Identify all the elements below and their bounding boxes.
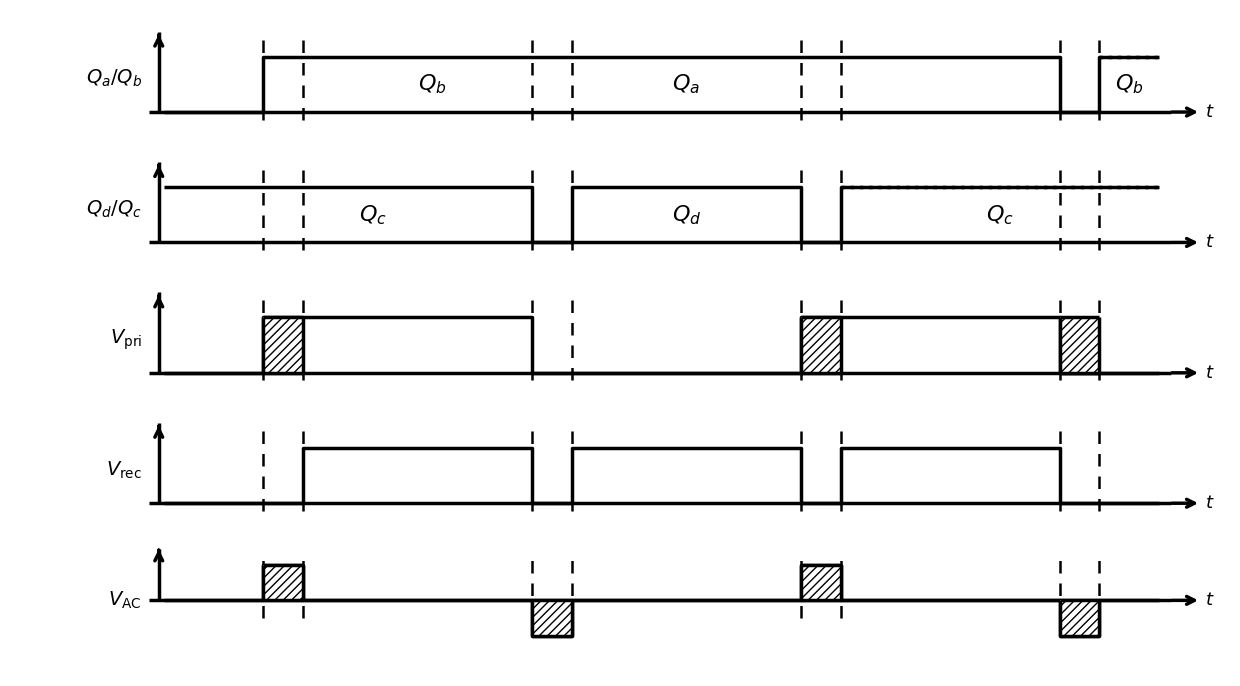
Text: $t$: $t$ (1205, 233, 1215, 252)
Text: $Q_d$: $Q_d$ (672, 203, 701, 226)
Text: $t$: $t$ (1205, 494, 1215, 512)
Text: $t$: $t$ (1205, 591, 1215, 609)
Text: $t$: $t$ (1205, 103, 1215, 121)
Text: $Q_a$: $Q_a$ (672, 73, 701, 96)
Text: $Q_c$: $Q_c$ (986, 203, 1014, 226)
Y-axis label: $Q_a/Q_b$: $Q_a/Q_b$ (86, 68, 141, 89)
Bar (532, 600, 572, 636)
Y-axis label: $V_{\mathrm{rec}}$: $V_{\mathrm{rec}}$ (105, 460, 141, 481)
Bar (263, 565, 303, 600)
Text: $t$: $t$ (1205, 364, 1215, 382)
Bar (801, 318, 841, 372)
Bar (263, 318, 303, 372)
Text: $Q_c$: $Q_c$ (358, 203, 387, 226)
Y-axis label: $V_{\mathrm{pri}}$: $V_{\mathrm{pri}}$ (109, 327, 141, 352)
Y-axis label: $V_{\mathrm{AC}}$: $V_{\mathrm{AC}}$ (108, 590, 141, 611)
Bar (1060, 600, 1100, 636)
Bar (801, 565, 841, 600)
Y-axis label: $Q_d/Q_c$: $Q_d/Q_c$ (86, 198, 141, 220)
Text: $Q_b$: $Q_b$ (418, 73, 446, 96)
Text: $Q_b$: $Q_b$ (1115, 73, 1143, 96)
Bar (1060, 318, 1100, 372)
